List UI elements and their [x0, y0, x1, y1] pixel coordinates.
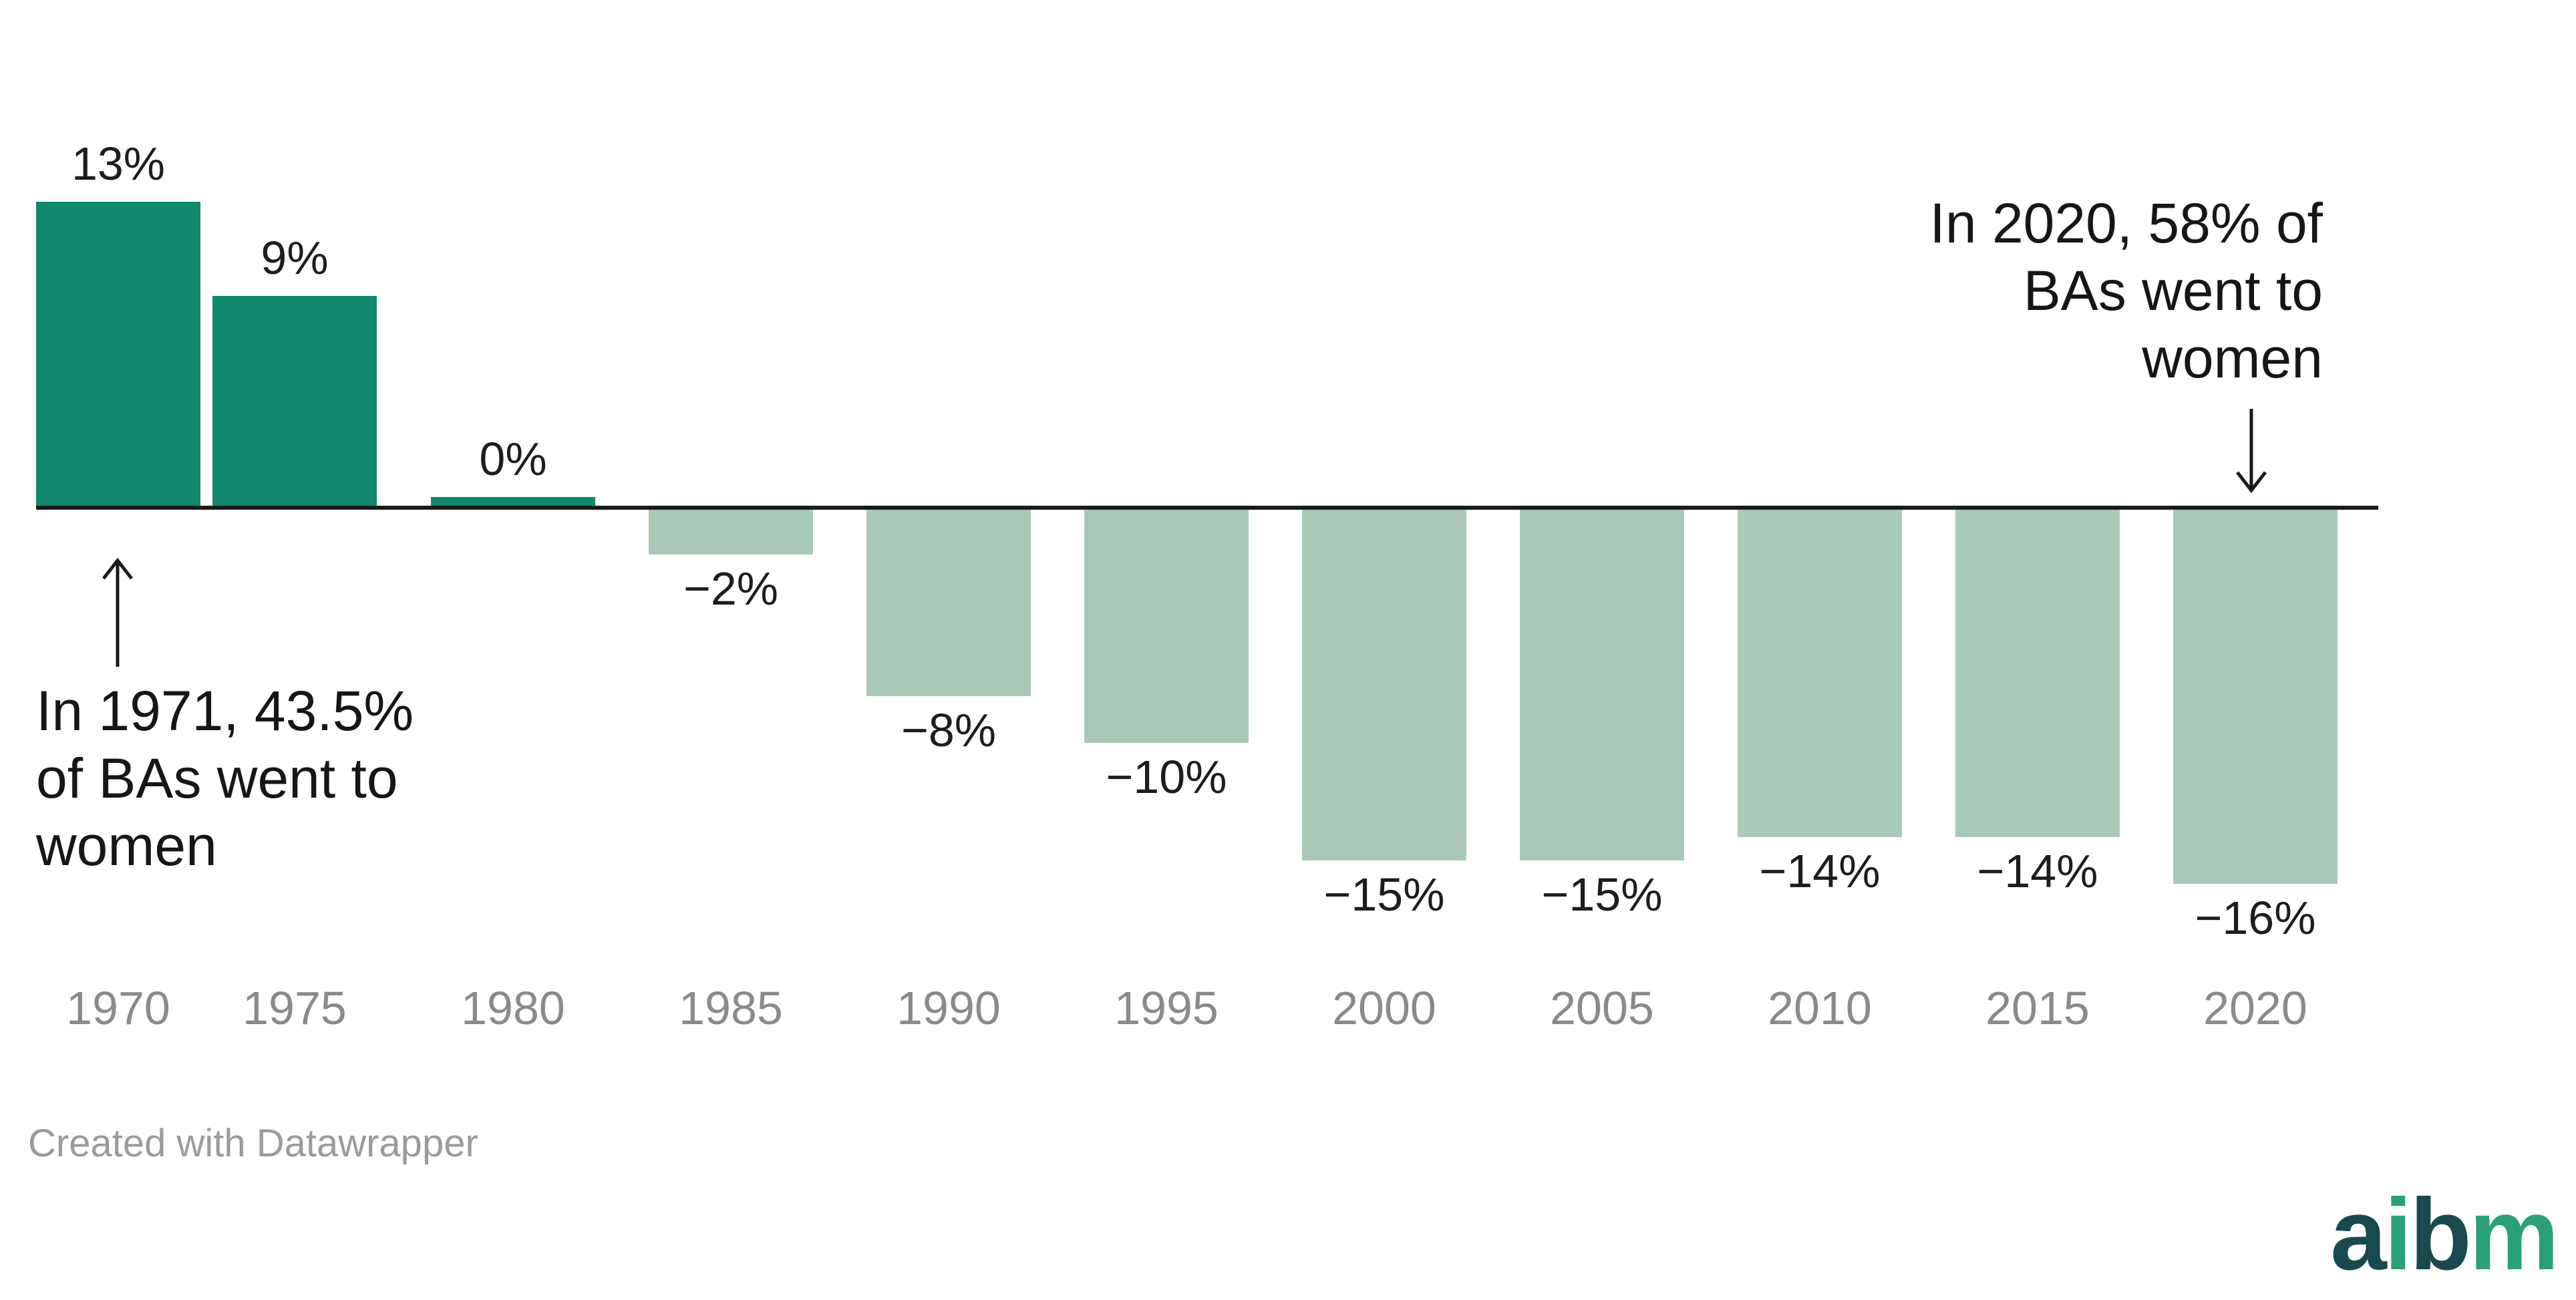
up-arrow-icon	[102, 557, 133, 667]
annotation-line: BAs went to	[2023, 259, 2323, 322]
bar	[2173, 508, 2338, 884]
x-axis-tick-label: 1970	[66, 982, 170, 1034]
logo-letter: a	[2330, 1178, 2387, 1291]
bar	[1302, 508, 1466, 860]
x-axis-tick-label: 1980	[461, 982, 565, 1034]
aibm-logo: aibm	[2330, 1184, 2559, 1285]
logo-letter: i	[2384, 1178, 2412, 1291]
logo-letter: b	[2409, 1178, 2472, 1291]
x-axis-tick-label: 2020	[2203, 982, 2307, 1034]
bar	[1520, 508, 1684, 860]
bar	[431, 497, 595, 508]
x-axis-tick-label: 1990	[897, 982, 1001, 1034]
x-axis-tick-label: 2015	[1985, 982, 2090, 1034]
annotation-line: of BAs went to	[36, 747, 398, 810]
bar-value-label: −15%	[1541, 868, 1663, 921]
down-arrow-icon	[2236, 409, 2267, 494]
bar-value-label: −15%	[1323, 868, 1445, 921]
annotation-1971-text: In 1971, 43.5% of BAs went to women	[36, 677, 414, 880]
annotation-line: women	[2142, 327, 2323, 389]
annotation-2020-text: In 2020, 58% of BAs went to women	[1930, 190, 2323, 392]
bar	[1738, 508, 1902, 837]
annotation-line: In 2020, 58% of	[1929, 192, 2323, 255]
logo-letter: m	[2468, 1178, 2559, 1291]
x-axis-tick-label: 2010	[1768, 982, 1872, 1034]
bar	[212, 296, 377, 508]
x-axis-tick-label: 2005	[1550, 982, 1654, 1034]
bar-value-label: −14%	[1977, 845, 2098, 897]
bar-value-label: −16%	[2195, 892, 2316, 944]
bar	[1955, 508, 2120, 837]
bar	[649, 508, 813, 554]
annotation-line: In 1971, 43.5%	[36, 679, 414, 742]
bar-value-label: 0%	[479, 433, 547, 485]
bar	[866, 508, 1031, 696]
bar-value-label: −2%	[683, 562, 779, 615]
x-axis-tick-label: 1975	[243, 982, 347, 1034]
bar-value-label: −10%	[1106, 751, 1227, 803]
x-axis-baseline	[36, 506, 2378, 510]
x-axis-tick-label: 1995	[1114, 982, 1219, 1034]
annotation-line: women	[36, 814, 217, 877]
bar-value-label: −8%	[901, 704, 997, 756]
annotation-1971: In 1971, 43.5% of BAs went to women	[36, 677, 414, 880]
x-axis-tick-label: 1985	[679, 982, 783, 1034]
datawrapper-credit: Created with Datawrapper	[28, 1122, 478, 1165]
bar-value-label: 13%	[71, 138, 166, 190]
bar-value-label: 9%	[261, 232, 329, 284]
bar	[1084, 508, 1249, 743]
bar-value-label: −14%	[1759, 845, 1881, 897]
annotation-2020: In 2020, 58% of BAs went to women	[1930, 190, 2323, 392]
x-axis-tick-label: 2000	[1332, 982, 1436, 1034]
bar	[36, 202, 200, 508]
